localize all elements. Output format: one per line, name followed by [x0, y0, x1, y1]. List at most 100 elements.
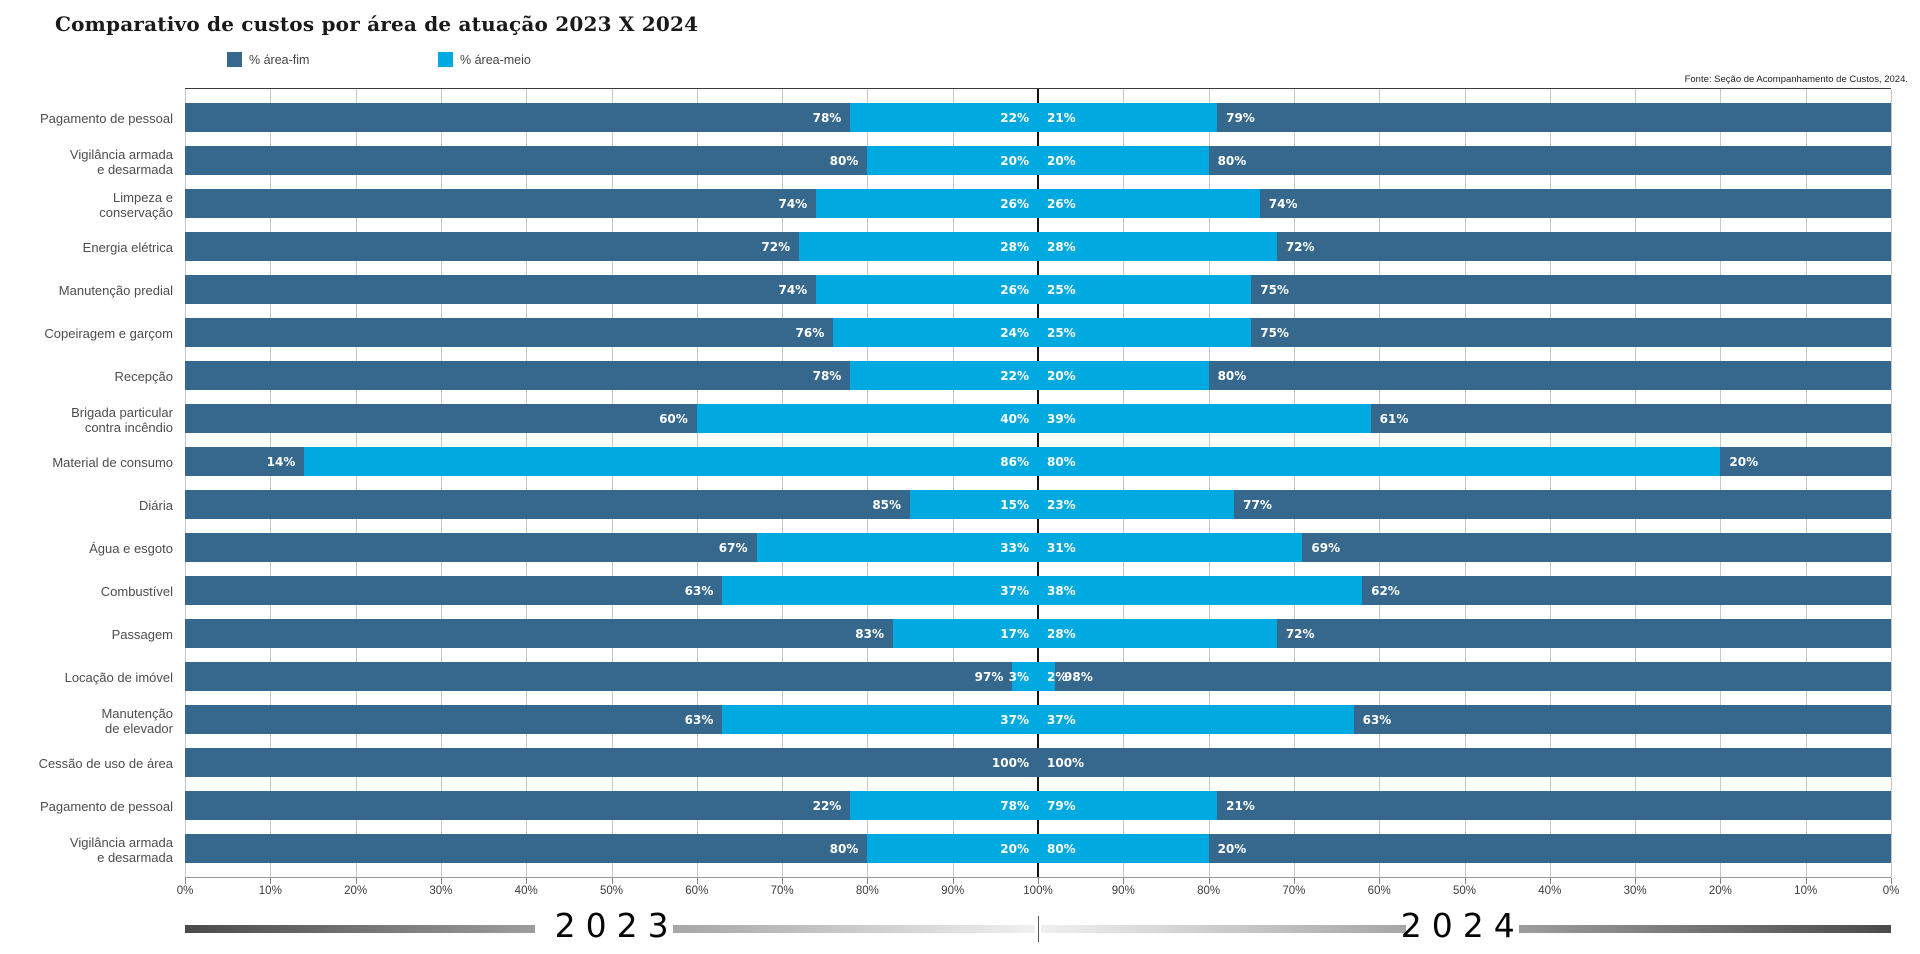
category-label: Locação de imóvel: [64, 670, 173, 685]
bar-group: 67% 33% 31% 69%: [185, 533, 1891, 562]
axis-tick-label: 10%: [258, 885, 282, 897]
gridline: [1293, 89, 1295, 877]
year-footer: 2023 2024: [185, 906, 1891, 952]
bar-segment-area-meio-2024: 20%: [1037, 146, 1209, 175]
axis-tick-label: 90%: [941, 885, 965, 897]
bar-value-label: 22%: [1000, 110, 1029, 125]
axis-tick-label: 100%: [1023, 885, 1053, 897]
bar-value-label: 74%: [778, 196, 808, 211]
bar-value-label: 21%: [1046, 110, 1076, 125]
bar-value-label: 63%: [684, 712, 714, 727]
bar-segment-area-fim-2024: 72%: [1276, 232, 1891, 261]
year-center-tick: [1038, 916, 1039, 942]
axis-tick-label: 60%: [1367, 885, 1391, 897]
gridline: [1208, 89, 1210, 877]
axis-tick-mark: [1805, 878, 1807, 884]
bar-value-label: 25%: [1046, 282, 1076, 297]
bar-segment-area-meio-2024: 28%: [1037, 232, 1277, 261]
bar-segment-area-fim-2024: 20%: [1208, 834, 1891, 863]
gridline: [952, 89, 954, 877]
bar-value-label: 25%: [1046, 325, 1076, 340]
axis-tick-mark: [952, 878, 954, 884]
gridline: [1635, 89, 1637, 877]
bar-segment-area-fim-2023: 72%: [185, 232, 800, 261]
bar-segment-area-meio-2024: 25%: [1037, 318, 1252, 347]
bar-segment-area-fim-2024: 62%: [1362, 576, 1891, 605]
axis-tick-label: 80%: [855, 885, 879, 897]
year-gradient-bar: [672, 925, 1035, 933]
bar-segment-area-meio-2023: 37%: [722, 576, 1038, 605]
bar-segment-area-meio-2023: 22%: [850, 361, 1038, 390]
category-label: Recepção: [114, 369, 173, 384]
bar-group: 22% 78% 79% 21%: [185, 791, 1891, 820]
category-label: Material de consumo: [52, 455, 173, 470]
gridline: [696, 89, 698, 877]
bar-group: 100% 100%: [185, 748, 1891, 777]
gridline: [355, 89, 357, 877]
bar-segment-area-fim-2023: 83%: [185, 619, 893, 648]
axis-tick-mark: [1635, 878, 1637, 884]
bar-value-label: 74%: [1268, 196, 1298, 211]
axis-tick-mark: [867, 878, 869, 884]
axis-tick-mark: [1549, 878, 1551, 884]
bar-segment-area-fim-2023: 100%: [185, 748, 1038, 777]
bar-value-label: 63%: [1362, 712, 1392, 727]
gridline: [270, 89, 272, 877]
axis-tick-mark: [1123, 878, 1125, 884]
bar-segment-area-fim-2023: 74%: [185, 189, 817, 218]
gridline: [1720, 89, 1722, 877]
bar-value-label: 80%: [829, 841, 859, 856]
category-label: Manutenção de elevador: [101, 706, 173, 737]
year-gradient-bar: [1519, 925, 1891, 933]
bar-segment-area-meio-2023: 17%: [892, 619, 1038, 648]
bar-segment-area-meio-2023: 22%: [850, 103, 1038, 132]
bar-value-label: 75%: [1260, 282, 1289, 297]
axis-tick-mark: [1464, 878, 1466, 884]
bar-segment-area-meio-2023: 40%: [696, 404, 1038, 433]
bar-group: 63% 37% 37% 63%: [185, 705, 1891, 734]
bar-segment-area-fim-2023: 78%: [185, 103, 851, 132]
bar-row: Pagamento de pessoal 78% 22% 21% 79%: [40, 96, 1891, 139]
x-axis: 0% 10% 20% 30% 40% 50% 60% 70% 80% 90% 100% 90% 80% 7…: [177, 878, 1899, 904]
axis-tick-mark: [526, 878, 528, 884]
bar-value-label: 24%: [1000, 325, 1029, 340]
bar-segment-area-meio-2023: 3%: [1009, 662, 1038, 691]
bar-row: Água e esgoto 67% 33% 31% 69%: [89, 526, 1891, 569]
bar-value-label: 80%: [829, 153, 859, 168]
bar-value-label: 74%: [778, 282, 808, 297]
category-label: Limpeza e conservação: [99, 190, 173, 221]
plot-area: Pagamento de pessoal 78% 22% 21% 79% Vigilânc…: [39, 88, 1892, 878]
bar-segment-area-meio-2024: 37%: [1037, 705, 1354, 734]
legend-label-area-meio: % área-meio: [460, 52, 531, 67]
category-label: Brigada particular contra incêndio: [71, 405, 173, 436]
bar-segment-area-fim-2024: 75%: [1251, 275, 1891, 304]
bar-group: 83% 17% 28% 72%: [185, 619, 1891, 648]
axis-tick-label: 50%: [1452, 885, 1477, 897]
bar-segment-area-fim-2023: 63%: [185, 576, 723, 605]
bar-segment-area-fim-2024: 63%: [1353, 705, 1891, 734]
year-label-2023: 2023: [554, 906, 679, 945]
gridline: [185, 89, 186, 877]
year-gradient-bar: [185, 925, 535, 933]
bar-value-label: 20%: [1000, 841, 1029, 856]
bar-value-label: 37%: [1000, 712, 1029, 727]
bar-value-label: 38%: [1046, 583, 1076, 598]
bar-value-label: 20%: [1729, 454, 1759, 469]
bar-group: 63% 37% 38% 62%: [185, 576, 1891, 605]
bar-group: 60% 40% 39% 61%: [185, 404, 1891, 433]
bar-segment-area-meio-2023: 33%: [756, 533, 1038, 562]
bar-segment-area-fim-2024: 80%: [1208, 146, 1891, 175]
bar-value-label: 72%: [761, 239, 791, 254]
bar-value-label: 78%: [812, 368, 842, 383]
bar-segment-area-fim-2023: 60%: [185, 404, 697, 433]
bar-segment-area-meio-2024: 2%: [1037, 662, 1067, 691]
bar-segment-area-fim-2023: 78%: [185, 361, 851, 390]
bar-segment-area-fim-2023: 85%: [185, 490, 911, 519]
bar-group: 80% 20% 80% 20%: [185, 834, 1891, 863]
bar-segment-area-meio-2023: 26%: [816, 275, 1038, 304]
bar-segment-area-meio-2024: 80%: [1037, 447, 1721, 476]
bar-segment-area-fim-2024: 21%: [1217, 791, 1891, 820]
gridline: [1805, 89, 1807, 877]
legend-swatch-area-meio: [438, 52, 453, 67]
bar-value-label: 80%: [1046, 841, 1076, 856]
